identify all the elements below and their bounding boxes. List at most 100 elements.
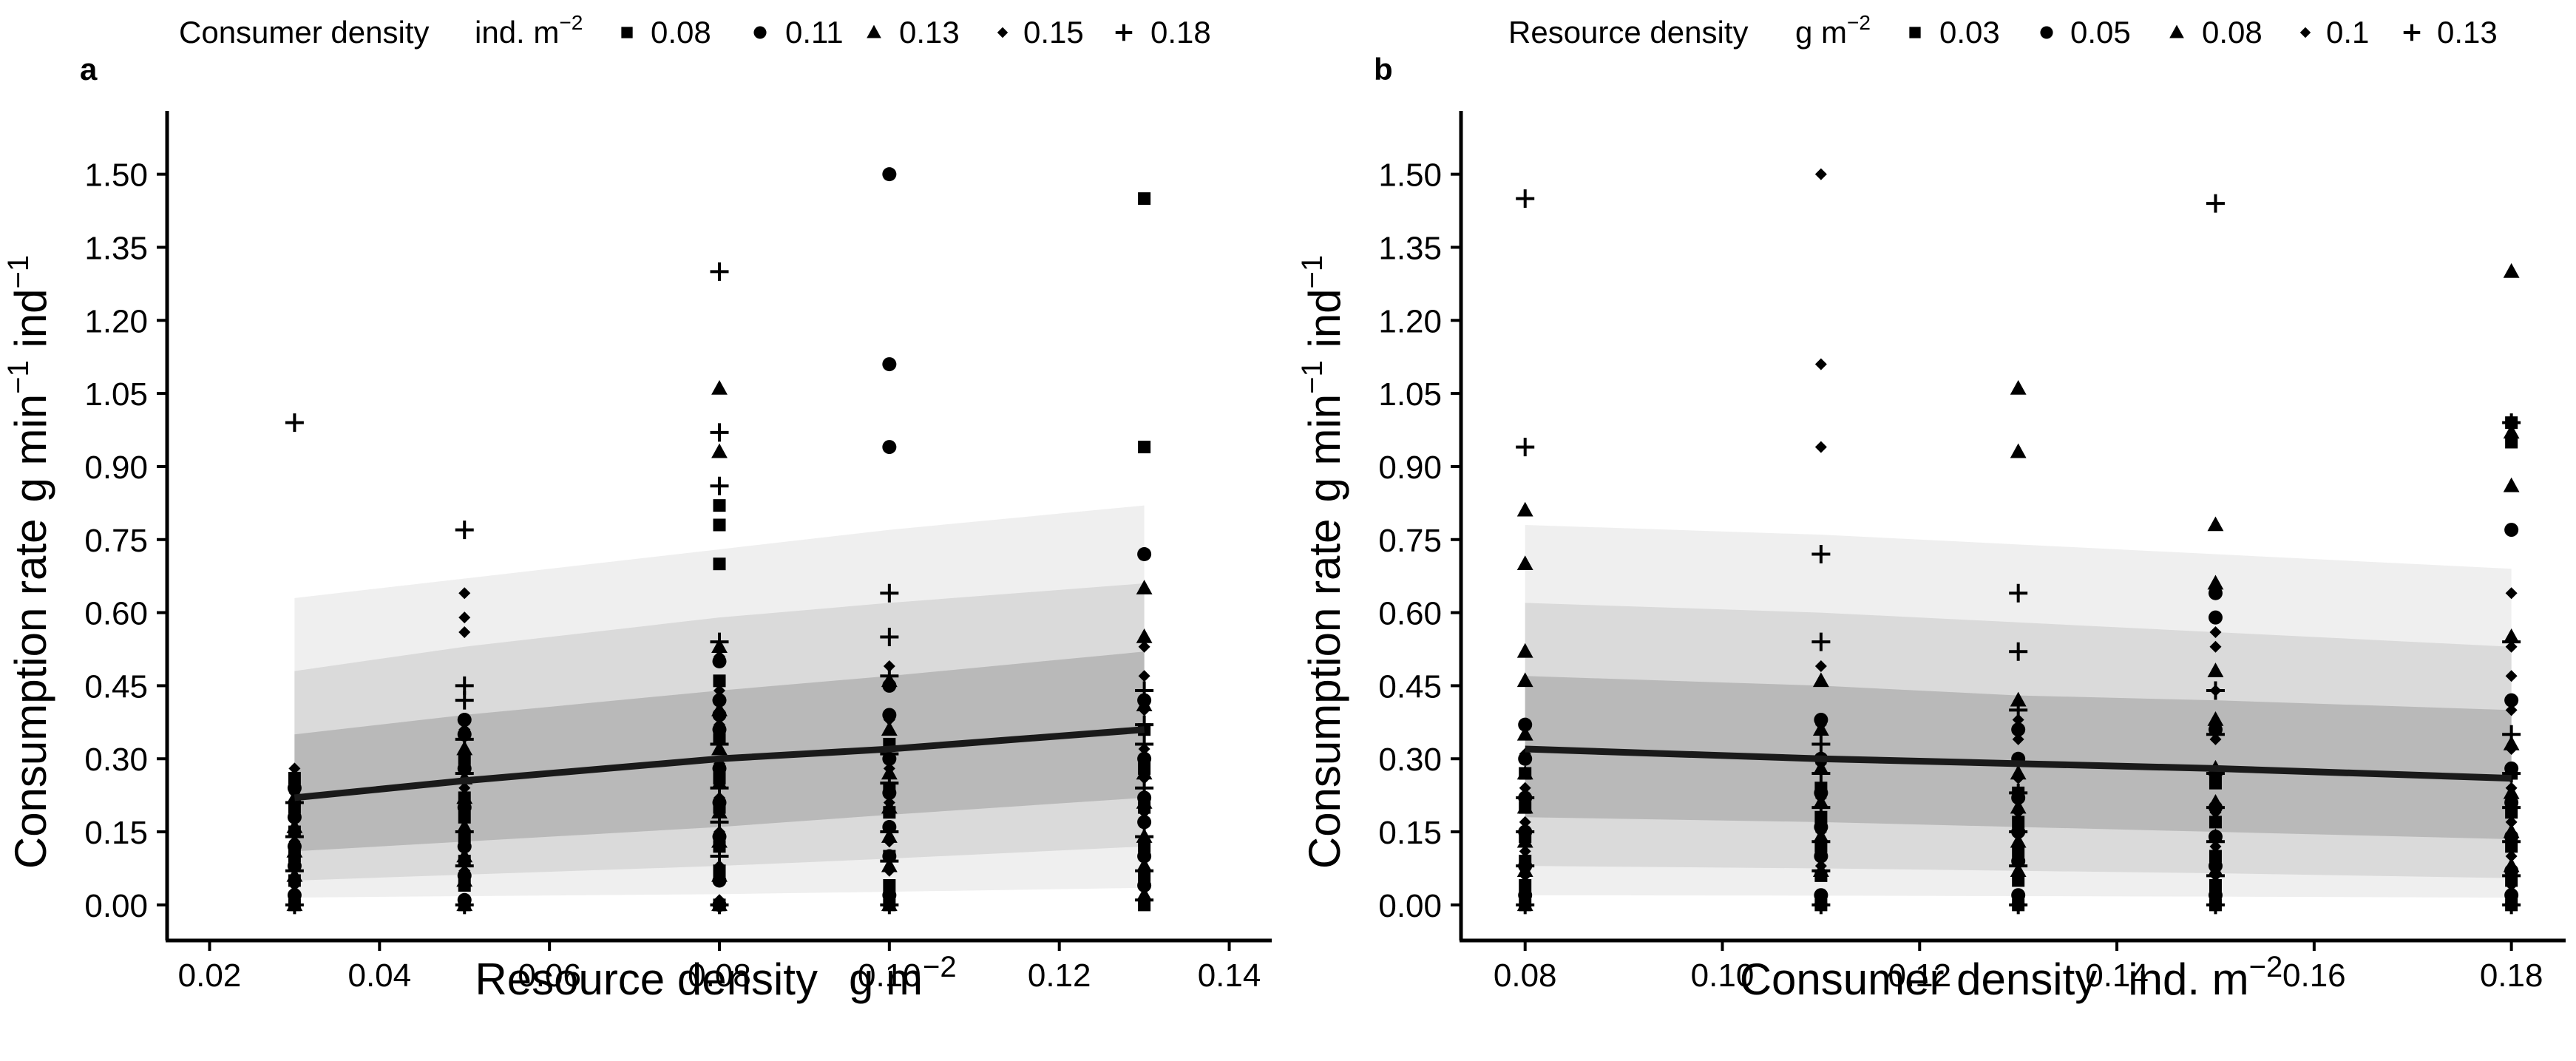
point-b-s3-13 — [1814, 441, 1827, 453]
point-b-s4-16 — [2009, 822, 2028, 841]
point-b-s4-37 — [2502, 413, 2521, 433]
point-b-s1-7 — [1814, 849, 1828, 864]
point-a-s4-14 — [710, 847, 729, 866]
point-b-s3-30 — [2209, 640, 2222, 653]
point-b-s3-4 — [1519, 782, 1531, 794]
legend-a-label-0: 0.08 — [651, 15, 711, 50]
point-b-s3-34 — [2505, 850, 2518, 862]
x-tick-label-b-2: 0.12 — [1888, 957, 1951, 994]
point-b-s4-11 — [1811, 734, 1831, 753]
point-b-s3-38 — [2505, 704, 2518, 716]
y-title-a-base: Consumption rate — [6, 519, 55, 870]
point-a-s2-6 — [456, 872, 473, 887]
x-tick-label-b-1: 0.10 — [1691, 957, 1755, 994]
point-b-s0-26 — [2505, 435, 2518, 449]
point-b-s2-36 — [2503, 823, 2520, 838]
point-b-s2-9 — [1516, 501, 1533, 517]
legend-a-symbol-2 — [867, 24, 881, 38]
point-b-s2-31 — [2207, 662, 2224, 677]
y-tick-label-a-8: 1.20 — [84, 303, 148, 339]
point-a-s2-32 — [1136, 794, 1153, 809]
fit-b — [1525, 745, 2512, 782]
point-b-s4-36 — [2502, 632, 2521, 651]
y-tick-label-a-7: 1.05 — [84, 376, 148, 413]
point-a-s4-29 — [880, 583, 899, 603]
point-b-s0-14 — [2012, 816, 2025, 829]
y-tick-label-a-6: 0.90 — [84, 450, 148, 486]
point-b-s0-1 — [1519, 879, 1532, 892]
point-b-s2-35 — [2503, 857, 2520, 872]
y-tick-label-b-2: 0.30 — [1378, 742, 1442, 778]
point-b-s4-7 — [1811, 861, 1831, 881]
point-a-s2-36 — [1136, 580, 1153, 594]
point-a-s4-13 — [710, 895, 729, 915]
point-a-s1-33 — [1137, 815, 1152, 830]
legend-b-unit-base: g m — [1795, 15, 1847, 50]
y-title-a-e2: −1 — [2, 255, 35, 289]
point-b-s4-10 — [1811, 764, 1831, 783]
y-tick-label-a-2: 0.30 — [84, 742, 148, 778]
point-a-s1-24 — [882, 785, 897, 800]
point-a-s0-20 — [713, 557, 726, 571]
point-a-s3-41 — [1138, 640, 1150, 653]
point-b-s2-8 — [1516, 555, 1533, 570]
point-a-s0-19 — [713, 674, 726, 688]
point-a-s2-18 — [711, 701, 728, 716]
y-tick-label-a-0: 0.00 — [84, 888, 148, 924]
point-b-s4-29 — [2206, 194, 2225, 213]
point-b-s3-41 — [2505, 587, 2518, 600]
point-a-s1-37 — [1137, 547, 1152, 562]
point-a-s2-27 — [881, 721, 898, 736]
point-b-s4-6 — [1811, 895, 1831, 915]
point-a-s0-35 — [1138, 441, 1151, 454]
point-a-s3-22 — [714, 719, 725, 731]
point-b-s3-8 — [1814, 826, 1827, 838]
x-title-a-base: Resource density — [475, 955, 818, 1004]
point-a-s3-36 — [1138, 806, 1150, 818]
point-b-s2-23 — [2010, 443, 2027, 458]
point-b-s4-17 — [2009, 783, 2028, 802]
point-a-s4-22 — [880, 895, 899, 915]
point-b-s3-36 — [2505, 782, 2518, 794]
point-b-s4-33 — [2502, 798, 2521, 817]
point-b-s4-19 — [2009, 700, 2028, 719]
y-tick-label-a-5: 0.75 — [84, 523, 148, 559]
point-a-s2-3 — [286, 818, 303, 833]
point-a-s4-18 — [710, 632, 729, 651]
point-a-s3-32 — [883, 660, 895, 673]
legend-b-symbol-1 — [2040, 26, 2053, 39]
point-a-s3-12 — [458, 753, 471, 765]
point-a-s3-29 — [883, 796, 895, 809]
point-a-s3-11 — [458, 782, 471, 794]
point-a-s0-5 — [288, 772, 301, 785]
point-b-s4-9 — [1811, 798, 1831, 817]
point-b-s2-16 — [1812, 672, 1829, 688]
point-b-s3-11 — [1814, 719, 1827, 731]
point-a-s3-2 — [288, 855, 301, 867]
point-b-s0-18 — [2209, 850, 2222, 863]
point-a-s0-22 — [713, 499, 726, 512]
point-a-s2-33 — [1136, 765, 1153, 780]
point-a-s4-4 — [285, 413, 304, 433]
legend-b-label-2: 0.08 — [2202, 15, 2263, 50]
point-b-s3-33 — [2505, 879, 2518, 892]
point-a-s4-11 — [455, 676, 474, 695]
y-axis-title-b: Consumption rateg min−1 ind−1 — [1296, 255, 1349, 869]
point-a-s2-20 — [711, 443, 728, 458]
point-b-s4-3 — [1516, 788, 1535, 807]
legend-b-label-1: 0.05 — [2070, 15, 2131, 50]
x-title-b-exp: −2 — [2249, 951, 2283, 983]
point-b-s1-31 — [2504, 693, 2519, 708]
y-title-b-base: Consumption rate — [1300, 519, 1349, 870]
point-a-s4-7 — [455, 822, 474, 841]
point-a-s3-39 — [1138, 704, 1150, 716]
point-a-s3-9 — [458, 835, 471, 848]
fit-line-b — [1525, 745, 2512, 782]
point-a-s3-13 — [458, 723, 471, 736]
point-b-s4-15 — [2009, 856, 2028, 875]
point-b-s0-9 — [1814, 810, 1828, 824]
legend-b-unit-exp: −2 — [1847, 11, 1871, 34]
x-tick-label-b-5: 0.18 — [2480, 957, 2543, 994]
point-a-s4-2 — [285, 827, 304, 847]
point-a-s1-11 — [457, 713, 472, 728]
